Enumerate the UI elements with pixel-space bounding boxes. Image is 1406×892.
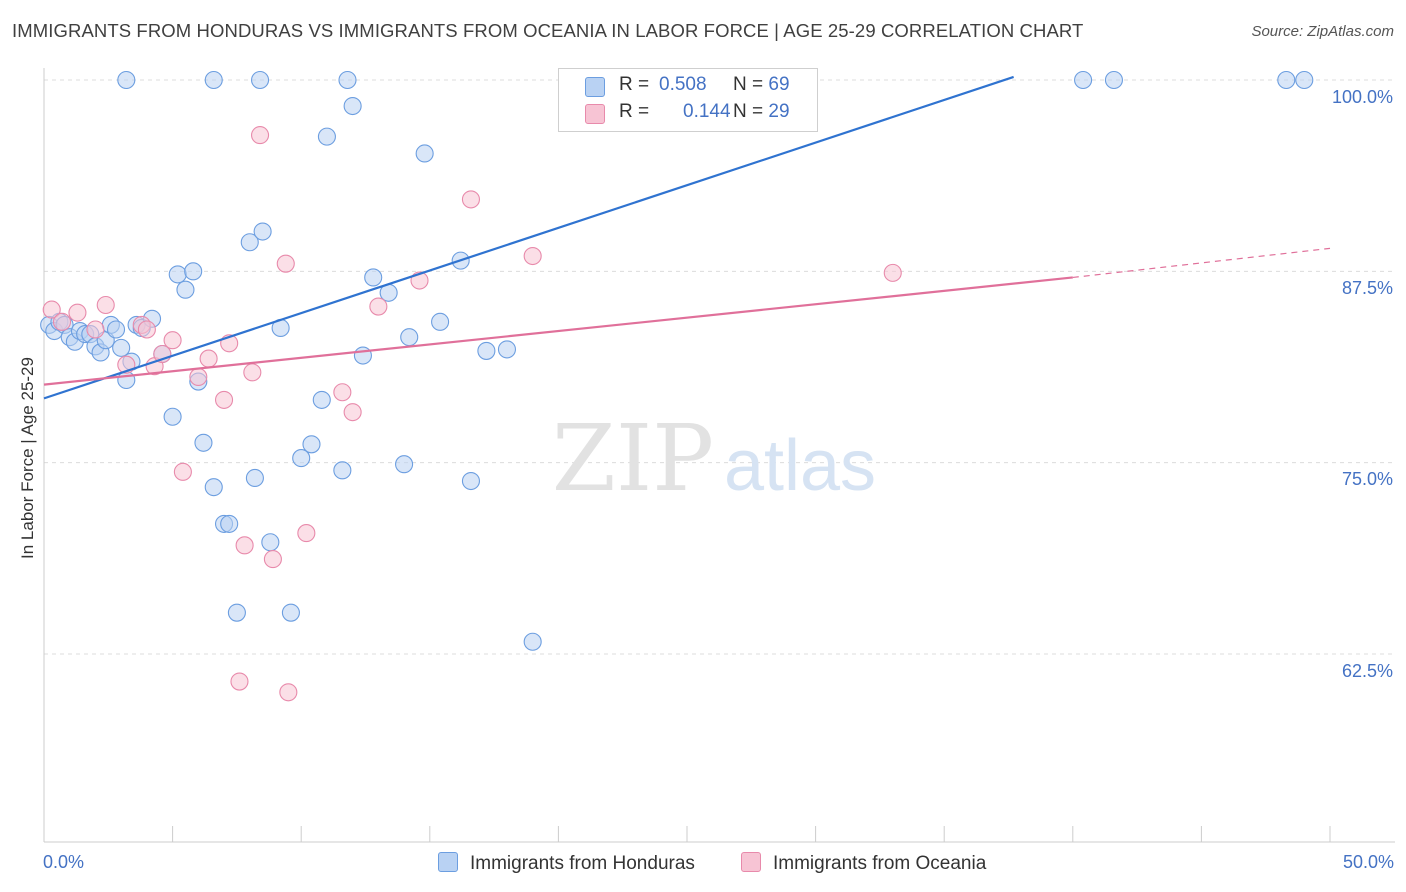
legend-swatch-honduras — [585, 77, 605, 97]
point-honduras — [163, 407, 182, 426]
legend-n-honduras: N = 69 — [733, 74, 790, 96]
point-honduras — [250, 70, 270, 90]
point-honduras — [220, 514, 239, 533]
point-honduras — [292, 449, 311, 468]
bottom-legend-swatch-oceania — [741, 852, 761, 872]
chart-source: Source: ZipAtlas.com — [1251, 23, 1394, 40]
bottom-legend-label-oceania: Immigrants from Oceania — [773, 853, 987, 874]
legend-r-value-honduras: 0.508 — [659, 74, 707, 95]
point-honduras — [168, 265, 187, 284]
point-oceania — [343, 403, 362, 422]
point-honduras — [461, 471, 481, 491]
point-honduras — [261, 533, 280, 552]
point-oceania — [52, 312, 72, 331]
point-honduras — [338, 70, 357, 90]
point-honduras — [176, 280, 195, 299]
point-oceania — [243, 363, 262, 382]
point-honduras — [343, 96, 362, 116]
trendline-honduras — [43, 75, 1014, 400]
legend-r-value-oceania: 0.144 — [683, 101, 731, 122]
point-honduras — [302, 435, 321, 454]
point-oceania — [137, 320, 156, 339]
point-honduras — [194, 433, 213, 452]
point-oceania — [163, 331, 182, 350]
point-honduras — [112, 338, 131, 357]
point-honduras — [353, 346, 372, 365]
legend-n-oceania: N = 29 — [733, 101, 790, 123]
point-honduras — [227, 603, 246, 622]
chart-title: IMMIGRANTS FROM HONDURAS VS IMMIGRANTS F… — [12, 20, 1084, 41]
point-oceania — [189, 367, 208, 386]
point-honduras — [184, 262, 203, 281]
point-oceania — [279, 683, 298, 702]
legend-n-label: N = — [733, 74, 764, 95]
point-honduras — [477, 341, 496, 360]
point-honduras — [333, 461, 352, 480]
point-oceania — [263, 550, 282, 569]
legend-swatch-oceania — [585, 104, 605, 124]
bottom-legend-honduras: Immigrants from Honduras — [438, 852, 695, 875]
point-oceania — [369, 297, 388, 316]
legend-n-value-oceania: 29 — [768, 101, 790, 122]
point-oceania — [173, 462, 192, 481]
point-honduras — [497, 340, 517, 359]
legend-n-label: N = — [733, 101, 764, 122]
x-tick-label-min: 0.0% — [43, 852, 85, 872]
point-honduras — [1277, 70, 1296, 90]
point-oceania — [461, 190, 481, 209]
correlation-legend: R = 0.508 N = 69 R = 0.144 N = 29 — [558, 68, 818, 132]
point-honduras — [400, 328, 419, 347]
legend-r-label: R = — [619, 74, 650, 95]
point-oceania — [199, 349, 218, 368]
point-honduras — [1295, 70, 1314, 90]
point-honduras — [415, 144, 434, 163]
point-honduras — [281, 603, 300, 622]
point-honduras — [364, 268, 383, 287]
point-honduras — [395, 455, 414, 474]
point-honduras — [117, 70, 136, 90]
point-oceania — [214, 390, 234, 409]
point-oceania — [276, 254, 295, 273]
legend-r-label: R = — [619, 101, 650, 122]
point-honduras — [204, 70, 223, 90]
point-honduras — [317, 127, 336, 146]
bottom-legend-label-honduras: Immigrants from Honduras — [470, 853, 695, 874]
legend-n-value-honduras: 69 — [768, 74, 790, 95]
bottom-legend-swatch-honduras — [438, 852, 458, 872]
watermark-atlas: atlas — [724, 426, 876, 506]
point-oceania — [250, 126, 270, 145]
trendline-oceania — [43, 276, 1073, 386]
point-honduras — [523, 632, 542, 651]
point-honduras — [1104, 70, 1124, 90]
point-honduras — [431, 312, 450, 331]
point-oceania — [883, 263, 902, 282]
point-honduras — [240, 233, 259, 252]
point-oceania — [297, 524, 316, 543]
point-oceania — [333, 383, 352, 402]
point-honduras — [106, 320, 126, 339]
y-tick-label-100: 100.0% — [1331, 87, 1393, 107]
point-honduras — [245, 468, 264, 488]
point-oceania — [42, 300, 61, 319]
point-oceania — [86, 320, 105, 339]
watermark-zip: ZIP — [552, 405, 714, 512]
point-honduras — [204, 478, 223, 497]
trendline-oceania-extension — [1072, 247, 1331, 279]
point-oceania — [235, 536, 254, 555]
point-oceania — [68, 303, 87, 322]
point-honduras — [253, 222, 272, 241]
point-honduras — [312, 390, 331, 409]
bottom-legend-oceania: Immigrants from Oceania — [741, 852, 986, 875]
point-honduras — [1074, 70, 1093, 90]
point-oceania — [96, 295, 115, 315]
point-oceania — [523, 246, 542, 266]
y-tick-label-87-5: 87.5% — [1341, 278, 1393, 298]
point-oceania — [230, 672, 249, 691]
y-tick-label-62-5: 62.5% — [1341, 661, 1393, 681]
x-tick-label-max: 50.0% — [1342, 852, 1394, 872]
y-tick-label-75: 75.0% — [1341, 469, 1393, 489]
